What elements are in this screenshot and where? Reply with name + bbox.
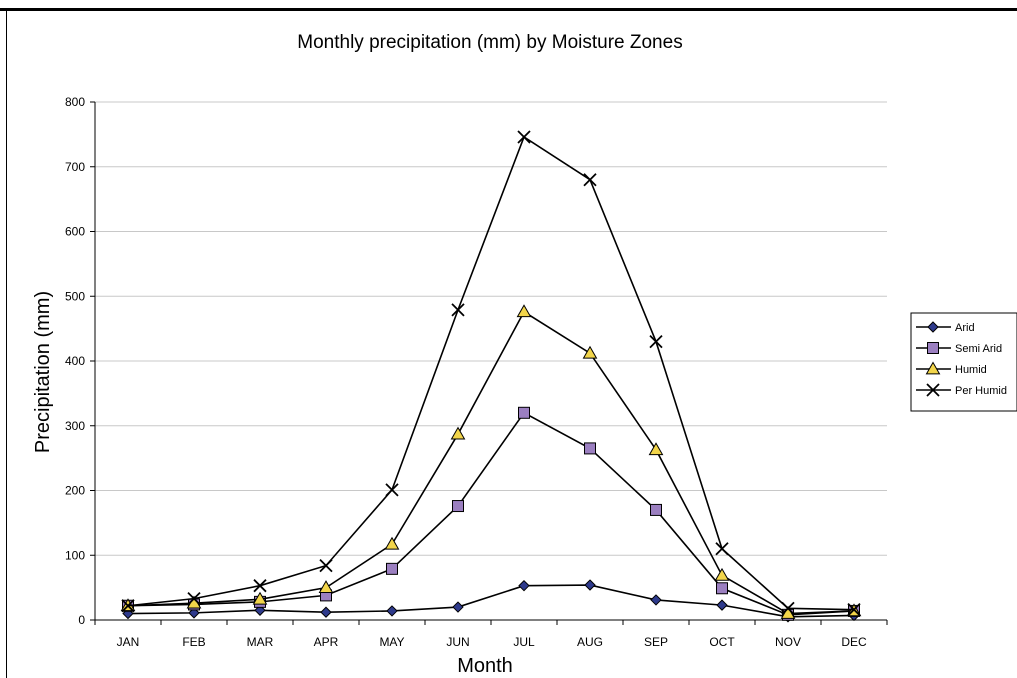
data-point-per-humid: [385, 483, 399, 497]
data-point-arid: [386, 605, 398, 617]
x-tick-label: AUG: [577, 635, 603, 649]
legend-marker-per-humid: [926, 383, 940, 397]
chart-title: Monthly precipitation (mm) by Moisture Z…: [297, 32, 682, 53]
series-line-humid: [127, 310, 855, 615]
data-point-semi-arid: [584, 442, 596, 455]
data-point-per-humid: [187, 591, 201, 606]
gridlines: [95, 101, 887, 556]
data-point-arid: [452, 601, 464, 613]
y-tick-label: 500: [65, 289, 85, 303]
series-line-arid: [127, 584, 855, 618]
left-border: [6, 8, 7, 678]
series-semi-arid: [122, 406, 860, 621]
data-point-humid: [384, 536, 400, 550]
data-point-per-humid: [583, 173, 597, 187]
data-point-arid: [518, 579, 530, 592]
data-point-per-humid: [649, 334, 663, 349]
legend: Arid Semi Arid Humid Per Humid: [910, 312, 1017, 412]
data-point-per-humid: [121, 599, 135, 613]
series-line-semi-arid: [127, 411, 855, 616]
x-tick-label: SEP: [644, 635, 668, 649]
data-point-arid: [320, 606, 332, 618]
data-point-per-humid: [319, 558, 333, 573]
y-tick-label: 100: [65, 548, 85, 562]
x-tick-label: JAN: [117, 635, 140, 649]
data-point-per-humid: [781, 601, 795, 615]
data-point-semi-arid: [386, 562, 398, 575]
data-point-humid: [318, 580, 334, 593]
data-point-per-humid: [715, 542, 729, 556]
legend-item-arid: Arid: [916, 321, 975, 334]
data-point-per-humid: [847, 603, 861, 617]
legend-label: Per Humid: [955, 385, 1007, 397]
y-tick-label: 600: [65, 225, 85, 239]
data-point-semi-arid: [650, 503, 662, 516]
data-point-arid: [716, 599, 728, 611]
x-tick-label: FEB: [182, 635, 205, 649]
legend-item-semi-arid: Semi Arid: [916, 342, 1002, 355]
series-per-humid: [121, 130, 861, 617]
x-axis-title: Month: [457, 655, 513, 677]
series-arid: [122, 579, 860, 623]
legend-label: Semi Arid: [955, 343, 1002, 355]
legend-label: Arid: [955, 322, 975, 334]
x-tick-label: OCT: [709, 635, 735, 649]
y-tick-label: 300: [65, 419, 85, 433]
y-axis-title: Precipitation (mm): [32, 291, 54, 453]
legend-item-humid: Humid: [916, 361, 987, 376]
legend-label: Humid: [955, 364, 987, 376]
series-line-per-humid: [127, 135, 855, 611]
data-point-humid: [582, 345, 598, 359]
x-tick-label: MAR: [247, 635, 274, 649]
x-tick-label: NOV: [775, 635, 801, 649]
y-tick-label: 200: [65, 484, 85, 498]
x-tick-label: APR: [314, 635, 339, 649]
data-point-humid: [648, 442, 664, 456]
x-tick-label: JUN: [446, 635, 469, 649]
legend-marker-arid: [927, 321, 939, 333]
y-tick-label: 0: [78, 613, 85, 627]
data-point-semi-arid: [452, 500, 464, 513]
legend-item-per-humid: Per Humid: [916, 383, 1007, 397]
data-point-per-humid: [517, 130, 531, 144]
data-point-semi-arid: [518, 406, 530, 419]
y-tick-label: 700: [65, 160, 85, 174]
data-point-humid: [252, 591, 268, 605]
x-tick-label: JUL: [513, 635, 535, 649]
data-point-arid: [584, 579, 596, 591]
series-layer: [120, 130, 862, 623]
series-humid: [120, 304, 862, 619]
data-point-semi-arid: [716, 582, 728, 595]
y-tick-label: 400: [65, 354, 85, 368]
x-tick-labels: JAN FEB MAR APR MAY JUN JUL AUG SEP OCT NOV DEC: [117, 635, 867, 649]
data-point-humid: [516, 304, 532, 318]
data-point-per-humid: [451, 303, 465, 317]
data-point-humid: [714, 567, 730, 581]
legend-marker-humid: [925, 361, 941, 375]
data-point-arid: [650, 594, 662, 606]
y-tick-label: 800: [65, 95, 85, 109]
top-border: [0, 8, 1017, 11]
data-point-humid: [450, 426, 466, 440]
legend-marker-semi-arid: [927, 342, 939, 354]
axes: [90, 101, 888, 625]
x-tick-label: MAY: [379, 635, 404, 649]
y-tick-labels: 0 100 200 300 400 500 600 700 800: [65, 95, 85, 627]
data-point-per-humid: [253, 579, 267, 593]
x-tick-label: DEC: [841, 635, 867, 649]
